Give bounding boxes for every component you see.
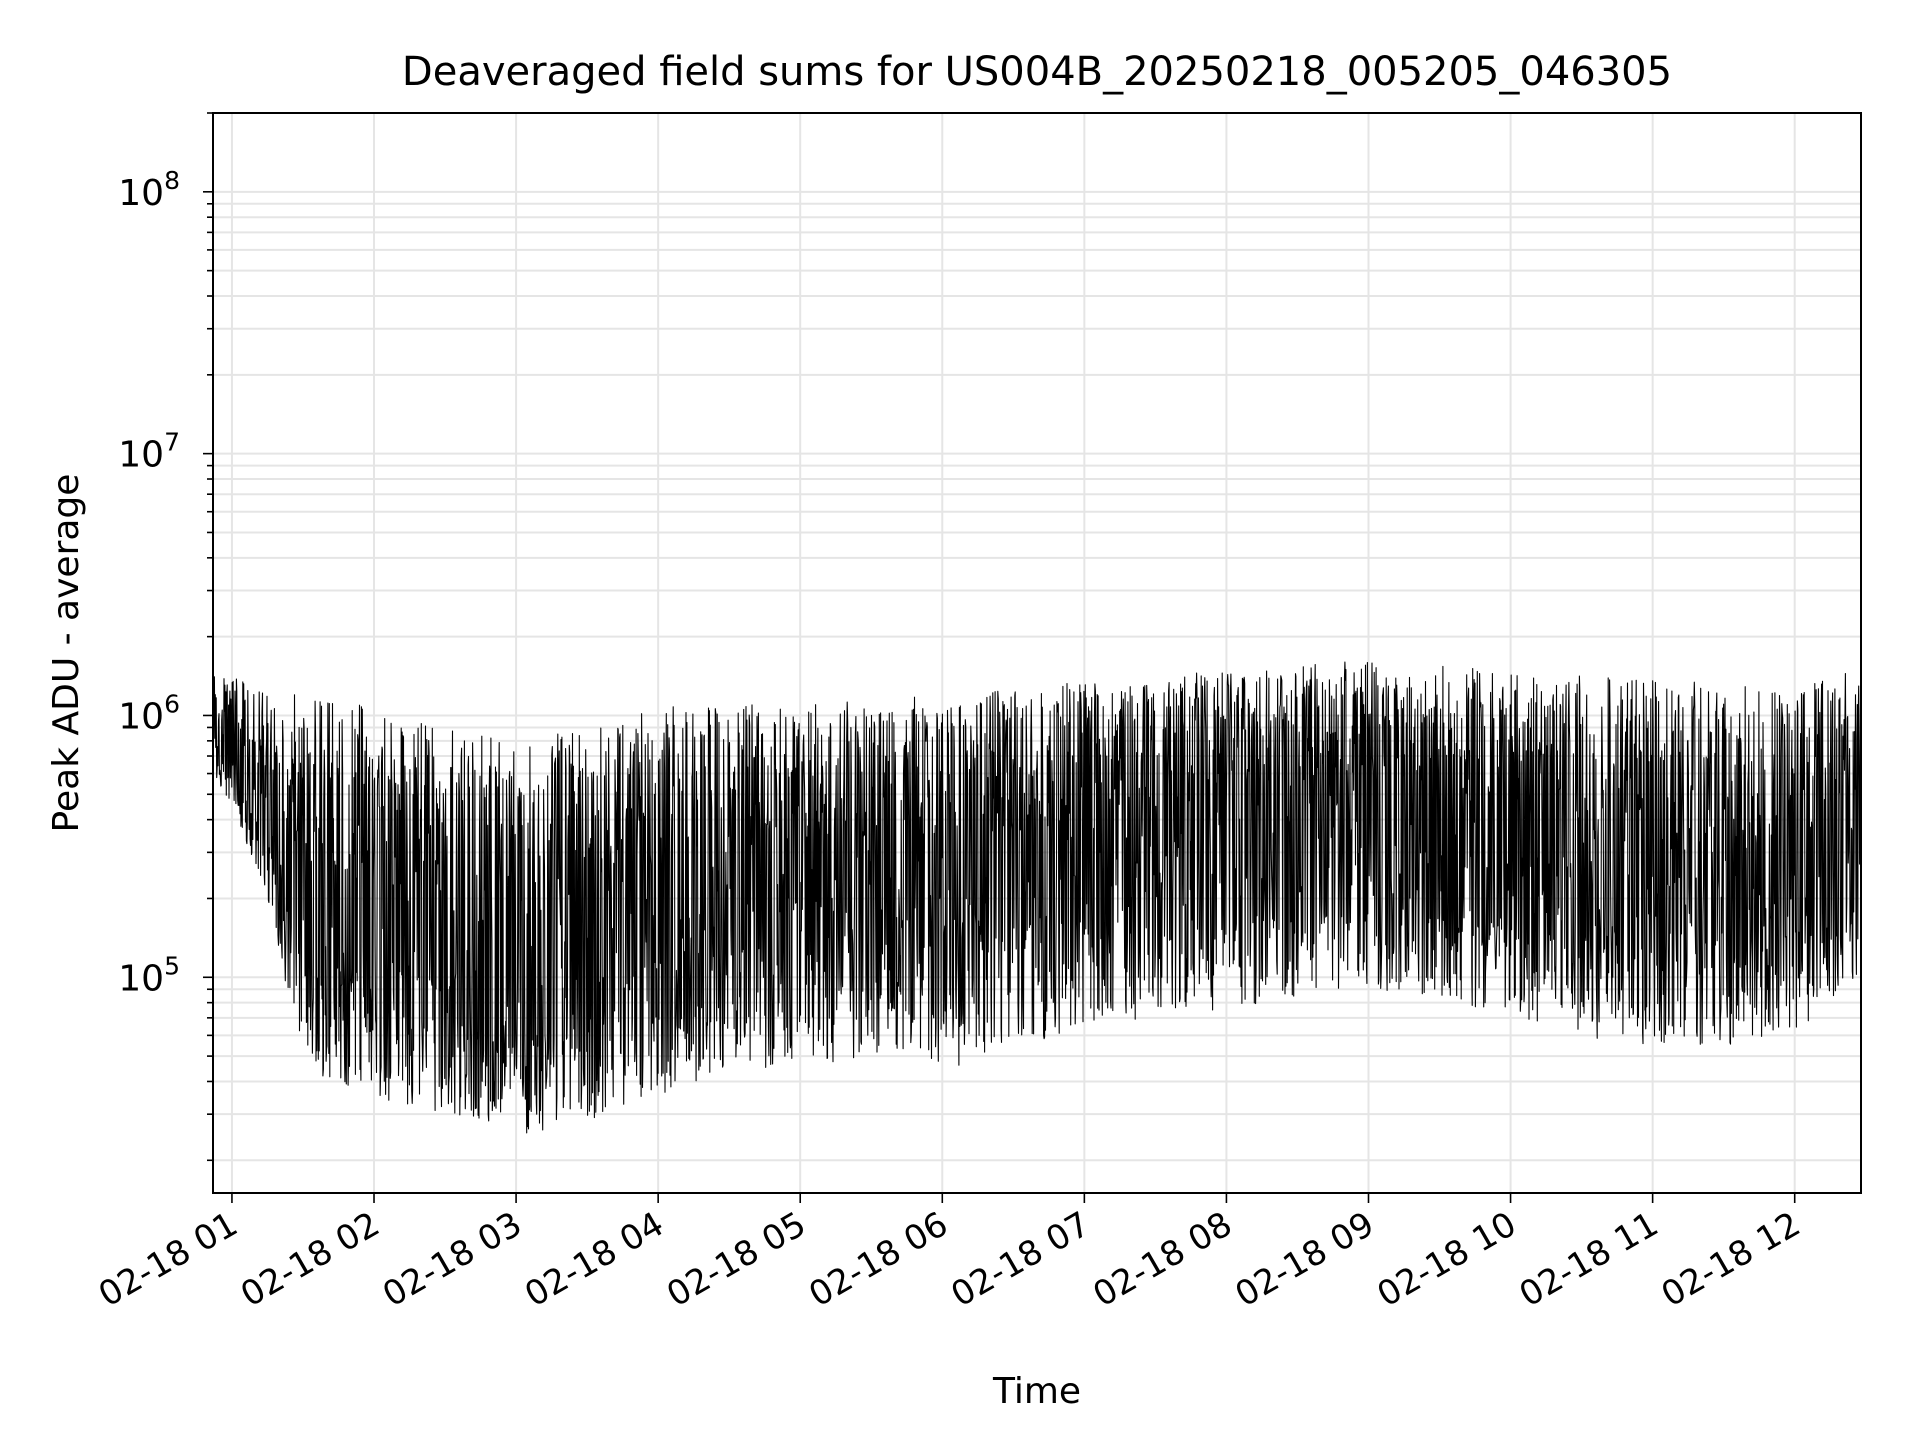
y-tick-label: 107 bbox=[118, 428, 180, 476]
y-tick-label: 106 bbox=[118, 689, 180, 737]
y-tick-exponent: 5 bbox=[164, 951, 180, 980]
y-tick-label: 105 bbox=[118, 951, 180, 999]
y-tick-exponent: 8 bbox=[164, 166, 180, 195]
plot-frame bbox=[212, 112, 1862, 1194]
y-tick-base: 10 bbox=[118, 173, 164, 214]
y-tick-exponent: 6 bbox=[164, 689, 180, 718]
chart-title: Deaveraged field sums for US004B_2025021… bbox=[402, 49, 1672, 95]
y-tick-label: 108 bbox=[118, 166, 180, 214]
y-tick-exponent: 7 bbox=[164, 428, 180, 457]
series-line bbox=[212, 661, 1862, 1134]
data-series bbox=[212, 661, 1862, 1134]
y-tick-base: 10 bbox=[118, 958, 164, 999]
y-tick-base: 10 bbox=[118, 696, 164, 737]
y-tick-base: 10 bbox=[118, 435, 164, 476]
y-axis-label: Peak ADU - average bbox=[46, 474, 87, 833]
x-axis-label: Time bbox=[992, 1371, 1081, 1412]
